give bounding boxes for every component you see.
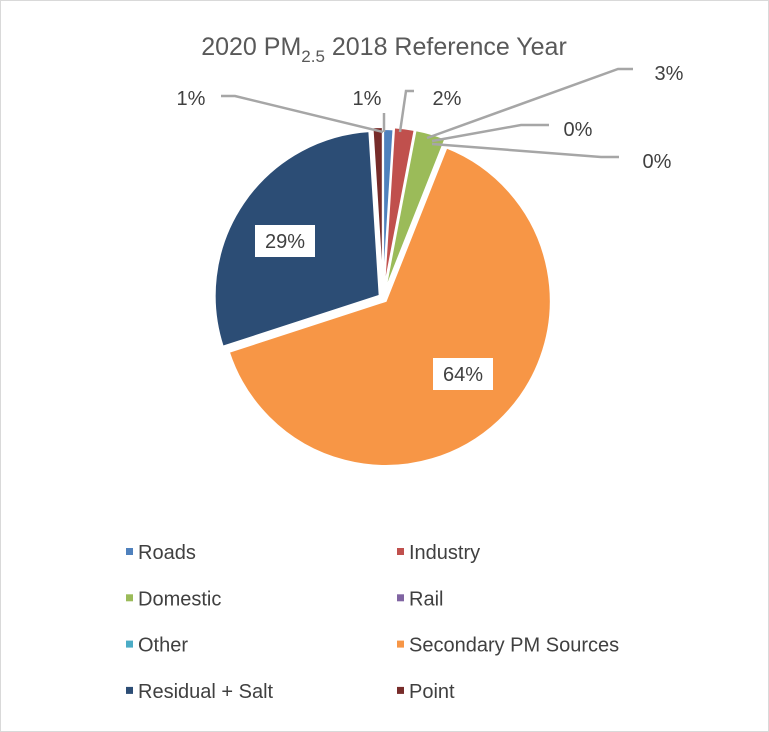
leader-line-other [431, 142, 619, 159]
leader-line-point [221, 94, 384, 134]
data-label-other: 0% [643, 151, 672, 173]
legend-item-industry[interactable]: Industry [397, 542, 480, 564]
legend-item-secondary-pm-sources[interactable]: Secondary PM Sources [397, 635, 619, 657]
legend-label: Point [409, 681, 455, 703]
data-label-residual-salt: 29% [265, 231, 305, 253]
data-label-box-secondary-pm-sources [433, 358, 493, 390]
legend-marker [397, 686, 404, 694]
legend-item-residual-salt[interactable]: Residual + Salt [126, 681, 274, 703]
data-label-roads: 1% [353, 88, 382, 110]
legend-label: Secondary PM Sources [409, 635, 619, 657]
legend-marker [126, 594, 133, 602]
legend-label: Roads [138, 542, 196, 564]
data-label-secondary-pm-sources: 64% [443, 364, 483, 386]
data-label-point: 1% [177, 88, 206, 110]
leader-line-industry [398, 89, 414, 133]
data-label-rail: 0% [564, 119, 593, 141]
legend-label: Rail [409, 588, 443, 610]
data-label-domestic: 3% [655, 63, 684, 85]
chart-title: 2020 PM2.5 2018 Reference Year [201, 33, 567, 66]
legend-label: Residual + Salt [138, 681, 274, 703]
legend-label: Domestic [138, 588, 221, 610]
legend-item-other[interactable]: Other [126, 635, 188, 657]
legend-item-roads[interactable]: Roads [126, 542, 196, 564]
legend-marker [397, 640, 404, 648]
legend-marker [126, 548, 133, 555]
legend-marker [397, 548, 404, 555]
legend-item-point[interactable]: Point [397, 681, 455, 703]
legend-marker [126, 686, 133, 694]
legend-marker [126, 640, 133, 648]
legend-label: Other [138, 635, 188, 657]
legend-item-domestic[interactable]: Domestic [126, 588, 221, 610]
leader-line-domestic [426, 67, 633, 140]
legend-label: Industry [409, 542, 480, 564]
leader-line-rail [431, 123, 549, 143]
data-label-industry: 2% [433, 88, 462, 110]
data-label-box-residual-salt [255, 225, 315, 257]
legend-item-rail[interactable]: Rail [397, 588, 443, 610]
legend-marker [397, 594, 404, 602]
